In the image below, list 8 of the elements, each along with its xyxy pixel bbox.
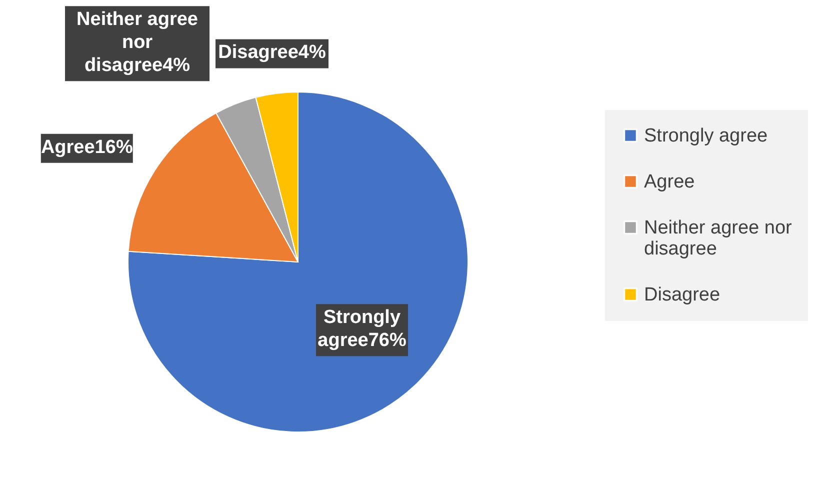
data-label: Neither agree nor disagree4% bbox=[76, 9, 198, 76]
data-label: Disagree4% bbox=[218, 42, 326, 64]
legend-label: Strongly agree bbox=[644, 126, 768, 146]
data-label: Agree16% bbox=[40, 136, 133, 158]
data-label: Strongly agree76% bbox=[318, 307, 406, 352]
legend-label: Disagree bbox=[644, 284, 720, 306]
legend-label: Agree bbox=[644, 172, 695, 192]
legend-label: Neither agree nor disagree bbox=[644, 218, 793, 260]
